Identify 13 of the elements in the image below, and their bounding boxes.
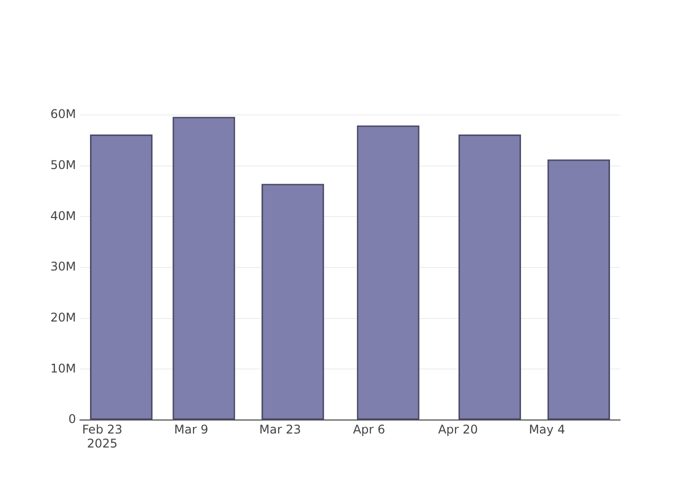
x-tick-label: Mar 9 <box>174 422 208 436</box>
y-tick-label: 50M <box>50 158 76 172</box>
y-tick-label: 60M <box>50 107 76 122</box>
x-tick-label: Mar 23 <box>259 422 301 436</box>
x-tick-label: Apr 6 <box>352 422 386 436</box>
x-tick-label: Apr 20 <box>438 422 478 436</box>
y-tick-label: 10M <box>50 361 76 376</box>
y-tick-label: 20M <box>50 310 76 324</box>
y-tick-label: 40M <box>50 208 76 223</box>
x-tick-label: May 4 <box>528 422 566 436</box>
y-tick-label: 30M <box>50 260 76 274</box>
x-tick-label: Feb 23 2025 <box>82 422 122 451</box>
y-tick-label: 0 <box>68 412 76 426</box>
